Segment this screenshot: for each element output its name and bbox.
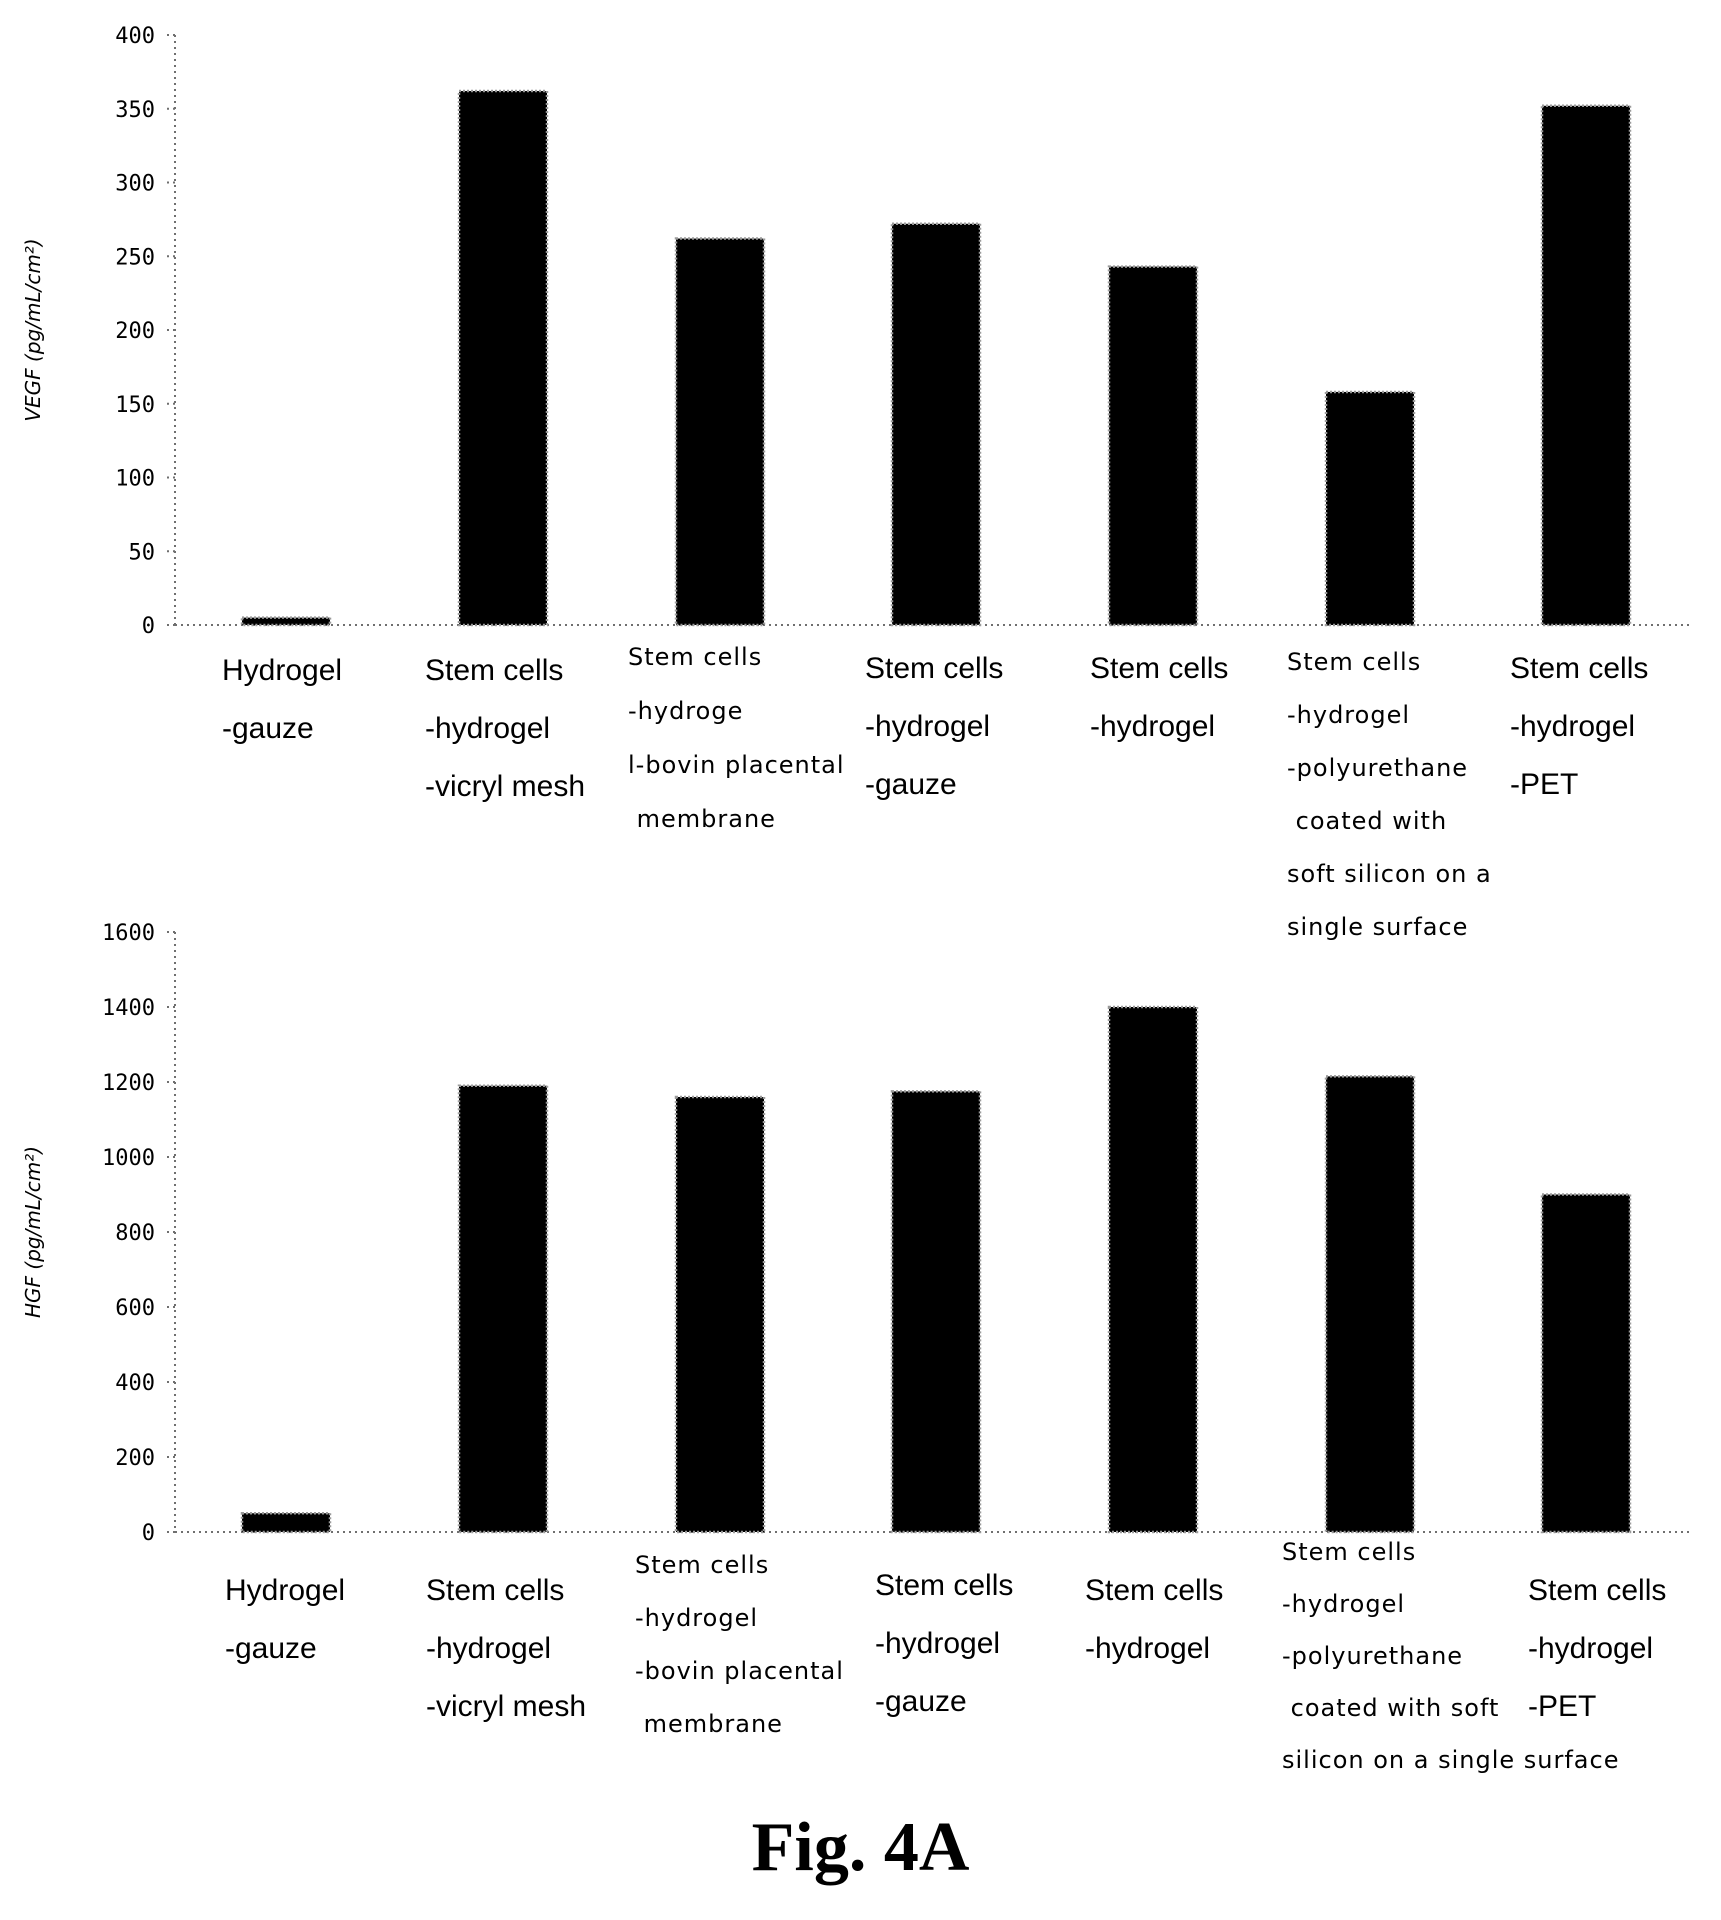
bar (1324, 390, 1416, 627)
bar (240, 616, 332, 627)
x-category-label-line: membrane (628, 805, 776, 833)
x-category-label-line: Stem cells (628, 643, 762, 671)
x-category-label-line: Hydrogel (225, 1574, 345, 1607)
x-category-label-line: -hydrogel (1282, 1590, 1405, 1618)
y-tick-label: 200 (115, 1446, 155, 1471)
x-category-label-line: single surface (1287, 913, 1468, 941)
x-category-label-line: -hydrogel (1510, 710, 1635, 743)
y-tick-label: 350 (115, 98, 155, 123)
y-axis-label: VEGF (pg/mL/cm²) (21, 238, 45, 421)
bar (1324, 1075, 1416, 1534)
x-category-label-line: Stem cells (1085, 1574, 1223, 1607)
x-category-label-line: Hydrogel (222, 654, 342, 687)
x-category-label: Stem cells -hydrogel -vicryl mesh (425, 654, 585, 803)
x-category-label-line: Stem cells (875, 1569, 1013, 1602)
x-category-label-line: -hydrogel (865, 710, 990, 743)
vegf-chart: 0 50 100 150 200 250 300 350 400 VEGF (pg/mL/cm²)… (21, 24, 1690, 941)
x-category-label: Stem cells -hydroge l-bovin placental memb… (628, 643, 845, 833)
x-category-label-line: Stem cells (635, 1551, 769, 1579)
bar (890, 1090, 982, 1534)
y-tick-label: 100 (115, 467, 155, 492)
bar (457, 1084, 549, 1534)
x-category-label: Stem cells -hydrogel (1090, 652, 1228, 743)
y-tick-label: 200 (115, 319, 155, 344)
y-tick-label: 1000 (102, 1146, 155, 1171)
y-tick-label: 1400 (102, 996, 155, 1021)
x-category-label: Stem cells -hydrogel -polyurethane coated … (1287, 648, 1492, 941)
y-tick-label: 150 (115, 393, 155, 418)
x-category-label-line: -hydrogel (1090, 710, 1215, 743)
bar (890, 222, 982, 627)
figure: 0 50 100 150 200 250 300 350 400 VEGF (pg/mL/cm²)… (21, 24, 1690, 1774)
y-tick-label: 0 (142, 1521, 155, 1546)
x-category-label-line: -hydrogel (1287, 701, 1410, 729)
y-tick-label: 50 (129, 540, 156, 565)
x-category-label-line: Stem cells (865, 652, 1003, 685)
x-category-label: Stem cells -hydrogel -PET (1528, 1574, 1666, 1723)
x-category-label-line: Stem cells (1528, 1574, 1666, 1607)
x-category-label-line: l-bovin placental (628, 751, 845, 779)
bar (1540, 104, 1632, 627)
y-tick-label: 300 (115, 172, 155, 197)
x-category-label: Hydrogel -gauze (222, 654, 342, 745)
y-tick-label: 400 (115, 1371, 155, 1396)
x-category-label-line: -hydrogel (426, 1632, 551, 1665)
x-category-label: Stem cells -hydrogel -PET (1510, 652, 1648, 801)
x-category-label-line: -polyurethane (1287, 754, 1468, 782)
x-category-label-line: membrane (635, 1710, 783, 1738)
x-category-label-line: -vicryl mesh (426, 1690, 586, 1723)
x-category-label: Stem cells -hydrogel -gauze (875, 1569, 1013, 1718)
figure-caption: Fig. 4A (751, 1809, 970, 1886)
x-category-label-line: -hydrogel (635, 1604, 758, 1632)
bar (457, 89, 549, 627)
x-category-label: Stem cells -hydrogel -polyurethane coated … (1282, 1538, 1619, 1774)
bar (1107, 1005, 1199, 1534)
x-category-label-line: Stem cells (1510, 652, 1648, 685)
x-category-label-line: Stem cells (1287, 648, 1421, 676)
x-category-label-line: -bovin placental (635, 1657, 844, 1685)
x-category-label-line: -hydrogel (1085, 1632, 1210, 1665)
y-tick-label: 250 (115, 245, 155, 270)
bar (674, 1095, 766, 1534)
x-category-label-line: -vicryl mesh (425, 770, 585, 803)
x-category-label-line: soft silicon on a (1287, 860, 1492, 888)
y-tick-label: 600 (115, 1296, 155, 1321)
y-axis-label: HGF (pg/mL/cm²) (21, 1146, 45, 1318)
x-category-label-line: Stem cells (426, 1574, 564, 1607)
x-category-label: Hydrogel -gauze (225, 1574, 345, 1665)
x-category-label: Stem cells -hydrogel (1085, 1574, 1223, 1665)
bar (1540, 1193, 1632, 1534)
y-tick-label: 0 (142, 614, 155, 639)
y-tick-label: 1200 (102, 1071, 155, 1096)
x-category-label-line: Stem cells (1282, 1538, 1416, 1566)
x-category-label-line: -PET (1510, 768, 1578, 801)
y-tick-label: 400 (115, 24, 155, 49)
x-category-label-line: -hydroge (628, 697, 743, 725)
x-category-label-line: -PET (1528, 1690, 1596, 1723)
y-tick-label: 800 (115, 1221, 155, 1246)
y-tick-label: 1600 (102, 921, 155, 946)
x-category-label-line: -hydrogel (1528, 1632, 1653, 1665)
x-category-label-line: -polyurethane (1282, 1642, 1463, 1670)
x-category-label-line: -gauze (225, 1632, 317, 1665)
x-category-label-line: Stem cells (425, 654, 563, 687)
x-category-label-line: -hydrogel (425, 712, 550, 745)
bar (1107, 265, 1199, 627)
bar (674, 237, 766, 627)
hgf-chart: 0 200 400 600 800 1000 1200 1400 1600 HGF (pg/mL/… (21, 921, 1690, 1774)
bar (240, 1512, 332, 1534)
x-category-label-line: -gauze (865, 768, 957, 801)
x-category-label-line: silicon on a single surface (1282, 1746, 1619, 1774)
x-category-label: Stem cells -hydrogel -vicryl mesh (426, 1574, 586, 1723)
x-category-label-line: coated with (1287, 807, 1447, 835)
x-category-label: Stem cells -hydrogel -gauze (865, 652, 1003, 801)
x-category-label-line: -hydrogel (875, 1627, 1000, 1660)
x-category-label-line: Stem cells (1090, 652, 1228, 685)
x-category-label-line: -gauze (222, 712, 314, 745)
x-category-label: Stem cells -hydrogel -bovin placental memb… (635, 1551, 844, 1738)
x-category-label-line: coated with soft (1282, 1694, 1499, 1722)
x-category-label-line: -gauze (875, 1685, 967, 1718)
